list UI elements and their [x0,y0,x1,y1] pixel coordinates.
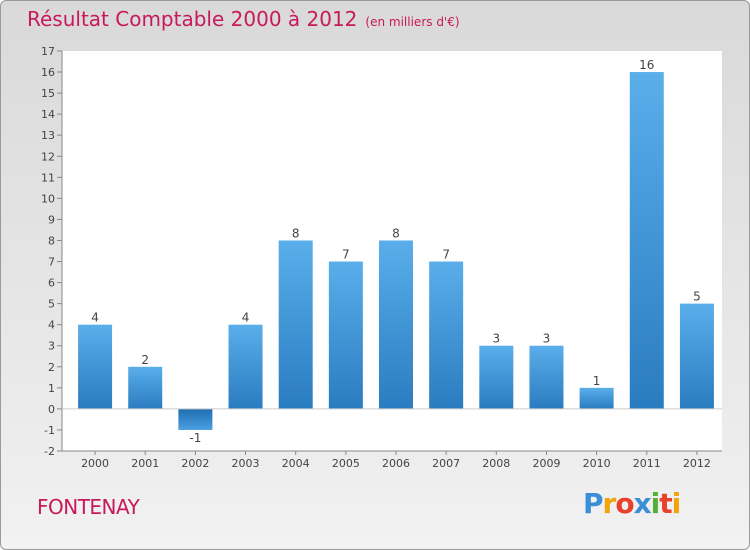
bar-2006 [379,240,413,409]
y-tick-label: 0 [48,403,55,416]
x-tick-label: 2003 [232,457,260,470]
y-tick-label: -2 [44,445,55,458]
x-tick-label: 2010 [583,457,611,470]
logo-letter: r [602,487,617,520]
data-label-2007: 7 [442,248,450,262]
y-tick-label: 7 [48,256,55,269]
bar-2011 [629,72,664,409]
bar-2012 [679,303,714,409]
town-name: FONTENAY [37,495,140,519]
y-tick-label: 1 [48,382,55,395]
bar-2005 [328,261,363,409]
y-tick-label: -1 [44,424,55,437]
x-tick-label: 2006 [382,457,410,470]
y-tick-label: 17 [41,45,55,58]
logo-letter: P [583,487,604,520]
y-tick-label: 12 [41,150,55,163]
bar-2004 [278,240,313,409]
data-label-2000: 4 [91,311,99,325]
y-tick-label: 15 [41,87,55,100]
bar-2007 [429,261,464,409]
bar-2008 [479,345,514,409]
data-label-2011: 16 [639,58,654,72]
y-tick-label: 10 [41,192,55,205]
bar-2010 [579,387,614,409]
logo-letter: o [615,487,634,520]
x-tick-label: 2004 [282,457,310,470]
x-tick-label: 2009 [532,457,560,470]
x-tick-label: 2002 [181,457,209,470]
logo-letter: t [659,487,672,520]
y-tick-label: 14 [41,108,55,121]
y-tick-label: 11 [41,171,55,184]
x-tick-label: 2007 [432,457,460,470]
y-tick-label: 3 [48,340,55,353]
logo-letter: x [633,487,652,520]
data-label-2008: 3 [492,332,500,346]
title-text: Résultat Comptable 2000 à 2012 [27,7,358,31]
chart-subtitle: (en milliers d'€) [365,15,460,29]
x-tick-label: 2008 [482,457,510,470]
data-label-2012: 5 [693,290,701,304]
data-label-2006: 8 [392,226,400,240]
y-tick-label: 4 [48,319,55,332]
x-tick-label: 2005 [332,457,360,470]
x-tick-label: 2001 [131,457,159,470]
y-tick-label: 6 [48,277,55,290]
proxiti-logo: Proxiti [583,487,682,520]
y-tick-label: 9 [48,213,55,226]
bar-2009 [529,345,564,409]
y-tick-label: 5 [48,298,55,311]
data-label-2001: 2 [141,353,149,367]
x-tick-label: 2000 [81,457,109,470]
logo-letter: i [650,487,661,520]
chart-title: Résultat Comptable 2000 à 2012 (en millie… [27,7,460,31]
data-label-2009: 3 [543,332,551,346]
logo-letter: i [671,487,682,520]
x-tick-label: 2012 [683,457,711,470]
y-tick-label: 2 [48,361,55,374]
data-label-2005: 7 [342,248,350,262]
y-tick-label: 16 [41,66,55,79]
bar-2001 [128,366,163,409]
bar-2002 [178,408,213,430]
data-label-2004: 8 [292,226,300,240]
data-label-2003: 4 [242,311,250,325]
bar-2000 [78,324,113,409]
x-tick-label: 2011 [633,457,661,470]
bar-2003 [228,324,263,409]
data-label-2002: -1 [189,431,201,445]
data-label-2010: 1 [593,374,601,388]
y-tick-label: 8 [48,234,55,247]
y-tick-label: 13 [41,129,55,142]
